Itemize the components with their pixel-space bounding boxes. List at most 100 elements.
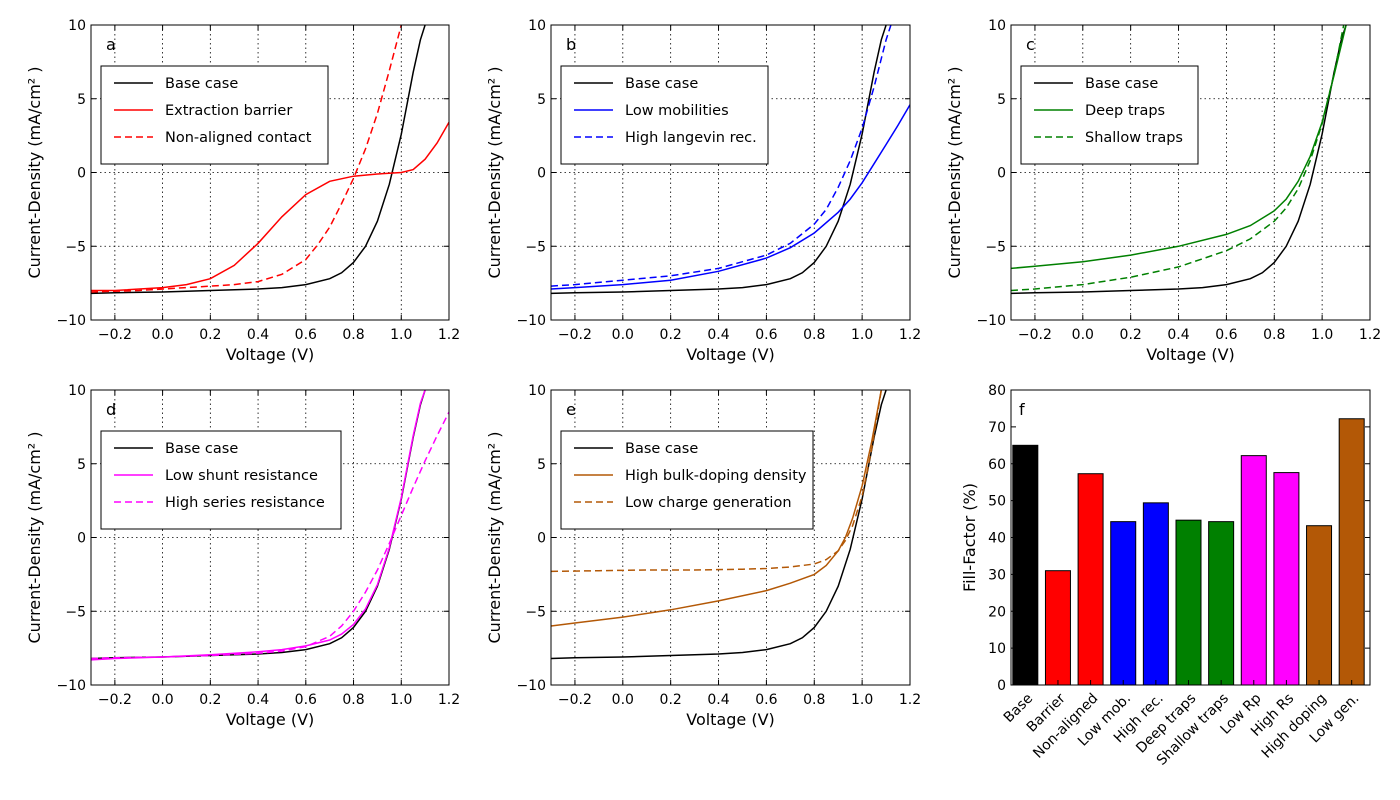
x-tick-label: 0.4 xyxy=(707,692,729,708)
legend-label-2: Non-aligned contact xyxy=(165,130,312,146)
panel-letter: d xyxy=(106,400,116,419)
x-tick-label: 1.2 xyxy=(438,692,460,708)
y-tick-label: 50 xyxy=(988,494,1006,510)
plot-frame xyxy=(1010,389,1371,686)
x-tick-label: 0.6 xyxy=(1215,327,1237,343)
x-tick-label: 0.8 xyxy=(342,692,364,708)
y-tick-label: 10 xyxy=(68,383,86,399)
bar-4 xyxy=(1142,502,1169,686)
y-tick-label: 20 xyxy=(988,604,1006,620)
bar-8 xyxy=(1273,472,1300,686)
y-tick-label: −5 xyxy=(525,239,546,255)
y-tick-label: −5 xyxy=(65,604,86,620)
y-tick-label: −5 xyxy=(985,239,1006,255)
x-axis-label: Voltage (V) xyxy=(1146,345,1235,364)
y-axis-label: Current-Density (mA/cm² ) xyxy=(945,66,964,278)
y-tick-label: −5 xyxy=(65,239,86,255)
x-tick-label: 0.2 xyxy=(660,327,682,343)
panel-letter: b xyxy=(566,35,576,54)
y-tick-label: −10 xyxy=(56,678,86,694)
y-tick-label: 10 xyxy=(68,18,86,34)
y-tick-label: 5 xyxy=(997,92,1006,108)
panel-a: −0.2 0.0 0.2 0.4 0.6 0.8 1.0 1.2 −10 −5 0 5 10 Voltag… xyxy=(25,18,460,364)
legend-label-1: Deep traps xyxy=(1085,103,1165,119)
x-tick-label: 0.4 xyxy=(707,327,729,343)
x-tick-label: 0.2 xyxy=(1120,327,1142,343)
y-tick-label: −10 xyxy=(516,678,546,694)
legend-label-2: High series resistance xyxy=(165,495,325,511)
x-axis-label: Voltage (V) xyxy=(686,710,775,729)
x-tick-label: 0.2 xyxy=(660,692,682,708)
series-group xyxy=(91,390,449,661)
y-tick-label: 10 xyxy=(528,383,546,399)
legend-label-0: Base case xyxy=(625,76,698,92)
legend-label-0: Base case xyxy=(165,76,238,92)
x-tick-label: 0.2 xyxy=(199,692,221,708)
series-line-2 xyxy=(91,411,449,660)
x-tick-label: 1.2 xyxy=(899,327,921,343)
y-tick-label: 10 xyxy=(528,18,546,34)
legend-label-0: Base case xyxy=(165,441,238,457)
x-tick-label: 1.2 xyxy=(438,327,460,343)
x-axis-label: Voltage (V) xyxy=(686,345,775,364)
y-tick-label: 5 xyxy=(77,92,86,108)
y-tick-label: 5 xyxy=(537,92,546,108)
y-axis-label: Current-Density (mA/cm² ) xyxy=(485,66,504,278)
series-line-1 xyxy=(551,104,910,290)
x-tick-label: −0.2 xyxy=(1018,327,1052,343)
legend: Base case Deep traps Shallow traps xyxy=(1020,65,1199,165)
legend: Base case Low shunt resistance High series… xyxy=(100,430,342,530)
y-tick-label: −10 xyxy=(976,313,1006,329)
legend-label-1: Extraction barrier xyxy=(165,103,292,119)
x-tick-label: 0.4 xyxy=(247,692,269,708)
y-tick-label: 80 xyxy=(988,383,1006,399)
panel-d: −0.2 0.0 0.2 0.4 0.6 0.8 1.0 1.2 −10 −5 0 5 10 Voltag… xyxy=(25,383,460,729)
x-tick-label: 0.8 xyxy=(803,692,825,708)
series-group xyxy=(551,390,887,660)
x-tick-label: −0.2 xyxy=(558,692,592,708)
legend-label-2: High langevin rec. xyxy=(625,130,757,146)
legend-label-2: Low charge generation xyxy=(625,495,792,511)
x-tick-label: 0.0 xyxy=(151,327,173,343)
y-tick-label: 0 xyxy=(77,166,86,182)
y-tick-label: 0 xyxy=(537,166,546,182)
x-tick-label: 0.0 xyxy=(151,692,173,708)
y-tick-label: 60 xyxy=(988,457,1006,473)
y-tick-label: 70 xyxy=(988,420,1006,436)
x-tick-label: 0.0 xyxy=(612,327,634,343)
series-line-0 xyxy=(1011,25,1347,295)
x-tick-label: 1.0 xyxy=(851,692,873,708)
x-tick-label: 0.4 xyxy=(1167,327,1189,343)
legend: Base case Extraction barrier Non-aligned c… xyxy=(100,65,329,165)
y-tick-label: −5 xyxy=(525,604,546,620)
x-tick-label: 0.6 xyxy=(755,327,777,343)
x-tick-label: 0.0 xyxy=(612,692,634,708)
legend-label-1: Low shunt resistance xyxy=(165,468,318,484)
series-group xyxy=(91,25,449,295)
x-tick-label: 0.0 xyxy=(1072,327,1094,343)
x-axis-label: Voltage (V) xyxy=(226,345,315,364)
series-group xyxy=(1011,25,1347,295)
series-line-1 xyxy=(91,121,449,292)
bar-2 xyxy=(1077,473,1104,686)
series-line-2 xyxy=(551,25,892,287)
panel-c: −0.2 0.0 0.2 0.4 0.6 0.8 1.0 1.2 −10 −5 0 5 10 Voltag… xyxy=(945,18,1381,364)
x-tick-label: 1.2 xyxy=(1359,327,1381,343)
y-tick-label: 5 xyxy=(77,457,86,473)
y-axis-label: Current-Density (mA/cm² ) xyxy=(25,66,44,278)
series-line-0 xyxy=(91,25,426,295)
bar-7 xyxy=(1240,455,1267,686)
panel-b: −0.2 0.0 0.2 0.4 0.6 0.8 1.0 1.2 −10 −5 0 5 10 Voltag… xyxy=(485,18,921,364)
x-axis-label: Voltage (V) xyxy=(226,710,315,729)
series-line-1 xyxy=(1011,25,1347,270)
y-tick-label: 40 xyxy=(988,531,1006,547)
y-axis-label: Current-Density (mA/cm² ) xyxy=(25,431,44,643)
x-tick-label: −0.2 xyxy=(98,692,132,708)
y-axis-label: Fill-Factor (%) xyxy=(960,483,979,592)
y-tick-label: 10 xyxy=(988,18,1006,34)
x-tick-label: 0.6 xyxy=(755,692,777,708)
x-tick-label: 1.2 xyxy=(899,692,921,708)
y-tick-label: 30 xyxy=(988,567,1006,583)
legend-label-0: Base case xyxy=(1085,76,1158,92)
